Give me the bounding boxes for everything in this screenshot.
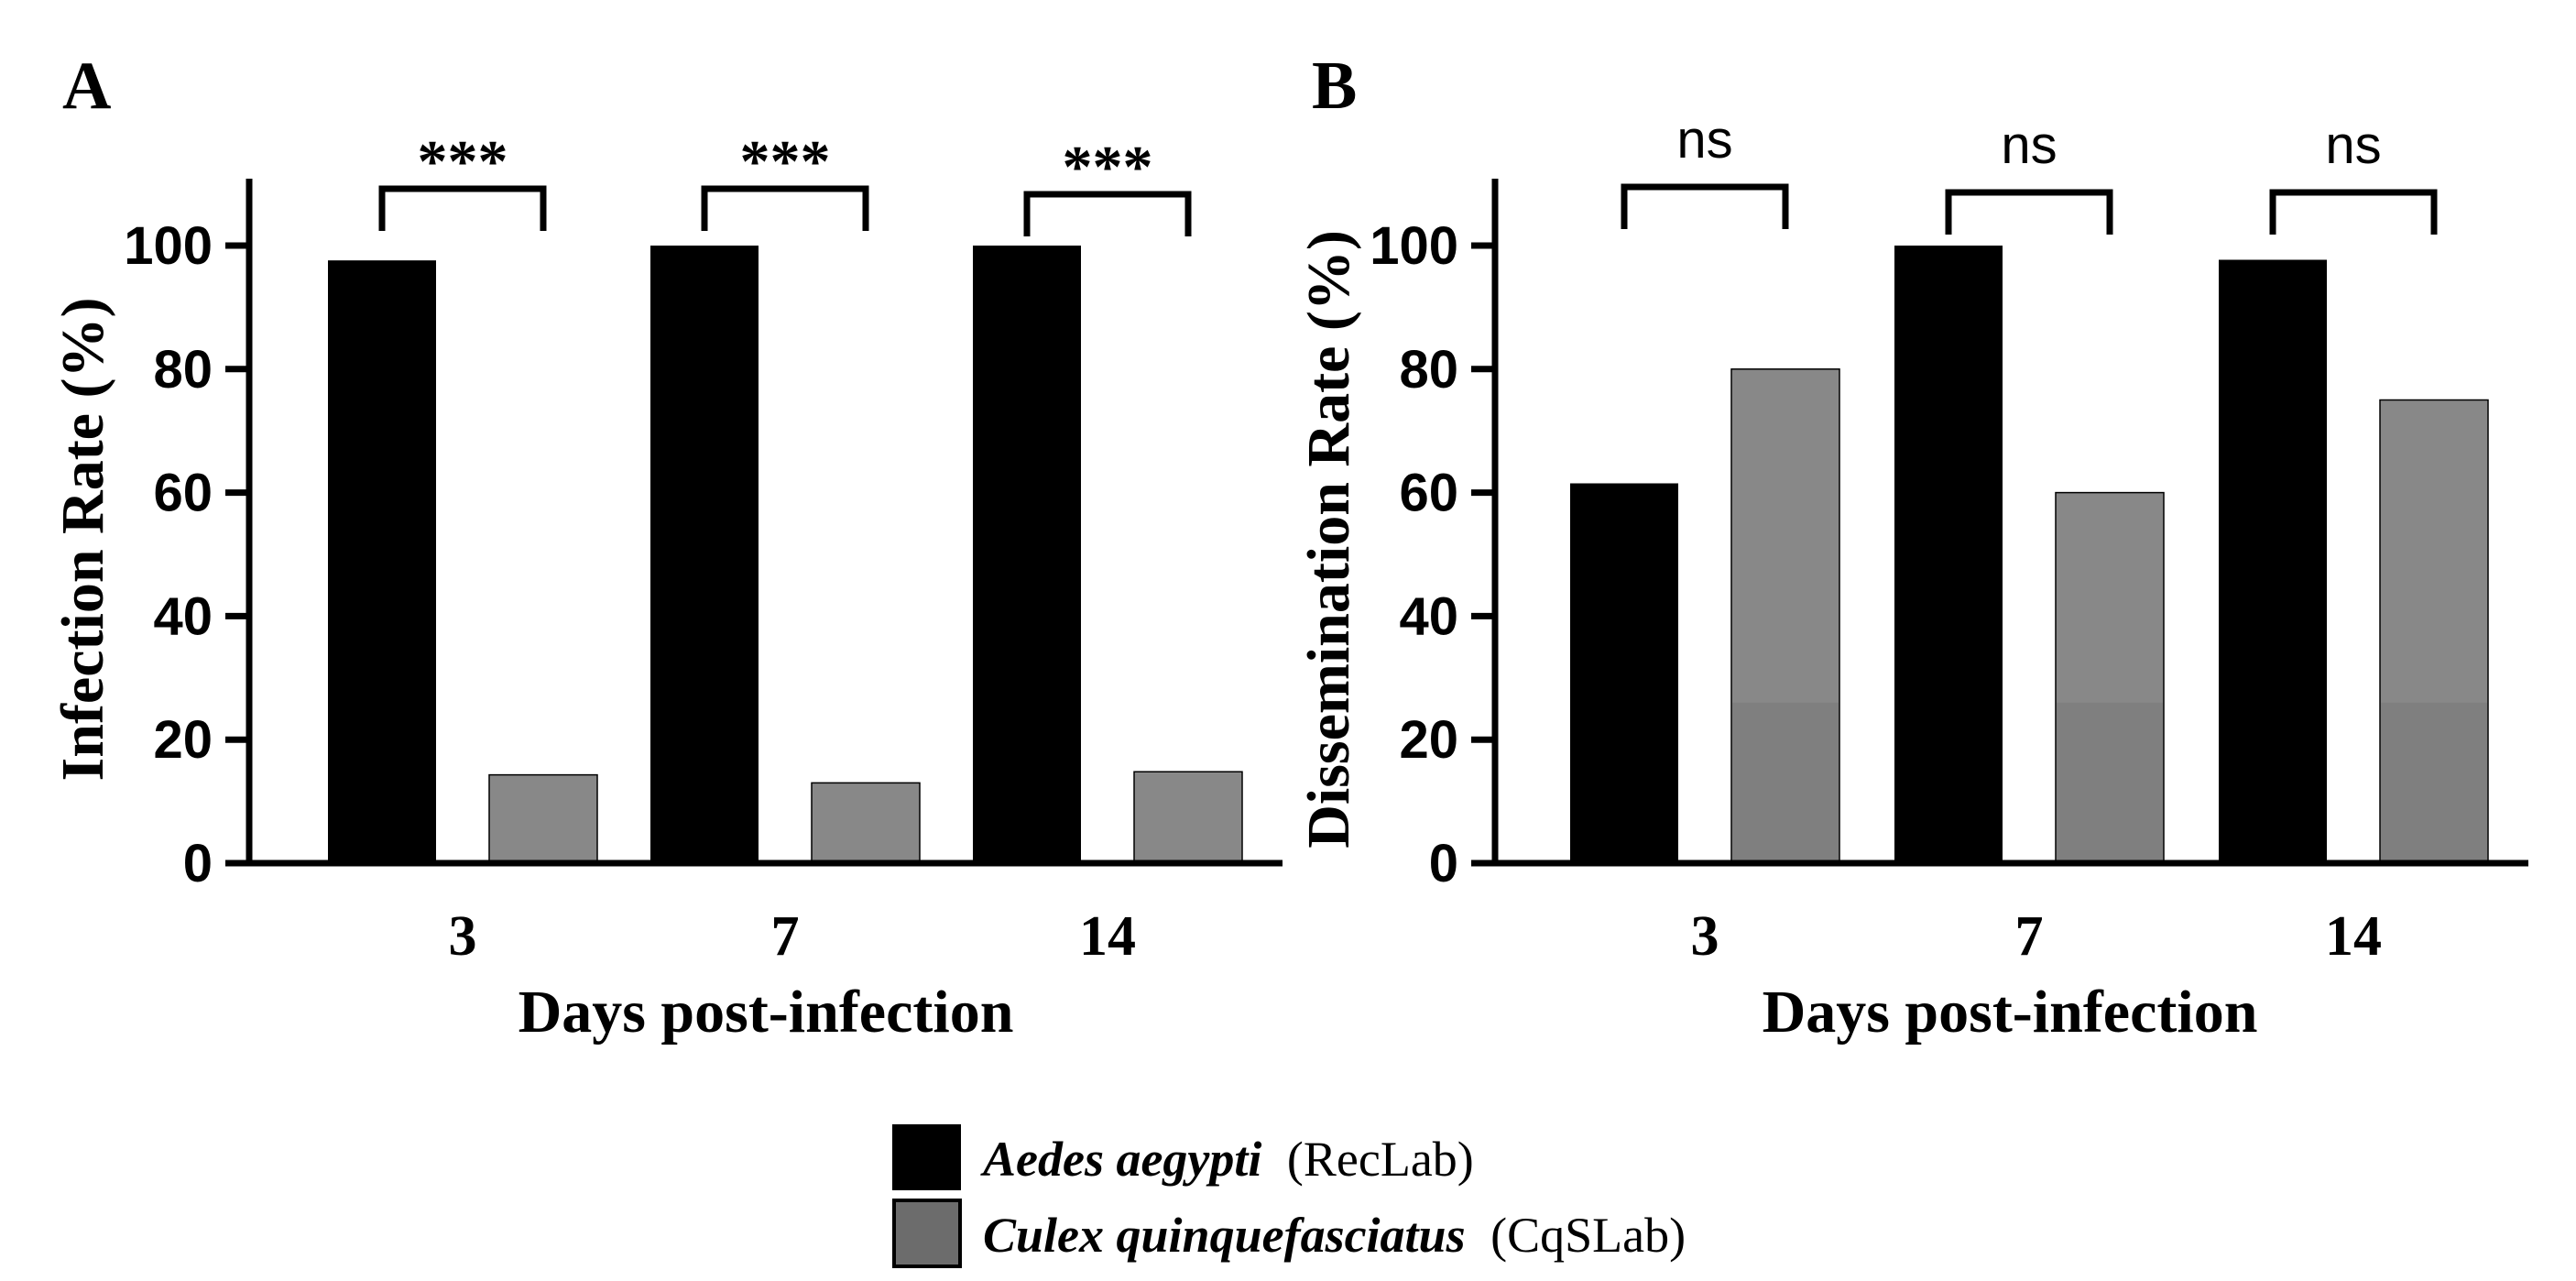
x-tick-label-7: 7	[2015, 905, 2044, 968]
significance-bracket-14	[1023, 191, 1192, 236]
bar-aedes-3	[1570, 483, 1678, 863]
significance-label-7: ***	[740, 128, 831, 195]
legend-strain-aedes: (RecLab)	[1287, 1132, 1474, 1187]
x-axis-title: Days post-infection	[1763, 979, 2258, 1046]
bar-culex-7	[811, 782, 921, 864]
significance-bracket-3	[1621, 183, 1789, 229]
bar-aedes-7	[1894, 246, 2003, 863]
y-tick-label-80: 80	[153, 340, 213, 400]
bar-aedes-7	[650, 246, 759, 863]
y-tick-label-100: 100	[124, 216, 213, 276]
legend-label-aedes: Aedes aegypti (RecLab)	[980, 1132, 1474, 1187]
y-tick-label-80: 80	[1399, 340, 1458, 400]
x-tick-label-3: 3	[1691, 905, 1719, 968]
bar-aedes-14	[2219, 259, 2327, 863]
y-tick-label-100: 100	[1370, 216, 1458, 276]
bar-culex-14	[1133, 771, 1243, 864]
x-tick-label-14: 14	[1079, 905, 1136, 968]
x-tick-label-14: 14	[2325, 905, 2382, 968]
significance-label-3: ns	[1676, 110, 1732, 170]
y-tick-label-40: 40	[153, 586, 213, 646]
y-tick-label-60: 60	[1399, 464, 1458, 523]
bar-culex-lower-7	[2057, 702, 2163, 863]
x-axis-title: Days post-infection	[518, 979, 1014, 1046]
y-axis-title: Infection Rate (%)	[49, 298, 116, 782]
legend-swatch-aedes	[892, 1124, 961, 1190]
legend-species-culex: Culex quinquefasciatus	[983, 1208, 1466, 1263]
y-tick-label-0: 0	[1429, 834, 1458, 893]
panel-label: A	[62, 49, 111, 124]
bar-culex-lower-14	[2381, 702, 2487, 863]
y-tick-label-20: 20	[1399, 710, 1458, 770]
significance-bracket-7	[1945, 189, 2113, 235]
y-axis-title: Dissemination Rate (%)	[1295, 230, 1362, 849]
y-tick-label-40: 40	[1399, 586, 1458, 646]
significance-bracket-14	[2269, 189, 2438, 235]
significance-bracket-7	[701, 185, 869, 231]
y-tick-label-20: 20	[153, 710, 213, 770]
y-tick-label-0: 0	[183, 834, 213, 893]
bar-culex-3	[488, 773, 598, 864]
significance-bracket-3	[378, 185, 547, 231]
significance-label-14: ns	[2325, 115, 2381, 175]
bar-aedes-14	[973, 246, 1081, 863]
bar-culex-lower-3	[1732, 702, 1839, 863]
x-tick-label-3: 3	[449, 905, 477, 968]
legend: Aedes aegypti (RecLab) Culex quinquefasc…	[892, 1124, 1686, 1268]
bar-aedes-3	[328, 260, 436, 863]
x-tick-label-7: 7	[771, 905, 800, 968]
significance-label-7: ns	[2001, 115, 2057, 175]
y-tick-label-60: 60	[153, 464, 213, 523]
legend-species-aedes: Aedes aegypti	[980, 1132, 1261, 1187]
legend-swatch-culex	[892, 1199, 962, 1268]
legend-strain-culex: (CqSLab)	[1490, 1208, 1686, 1263]
legend-label-culex: Culex quinquefasciatus (CqSLab)	[983, 1208, 1686, 1263]
significance-label-3: ***	[418, 128, 508, 195]
significance-label-14: ***	[1063, 134, 1153, 201]
panel-label: B	[1312, 49, 1357, 124]
